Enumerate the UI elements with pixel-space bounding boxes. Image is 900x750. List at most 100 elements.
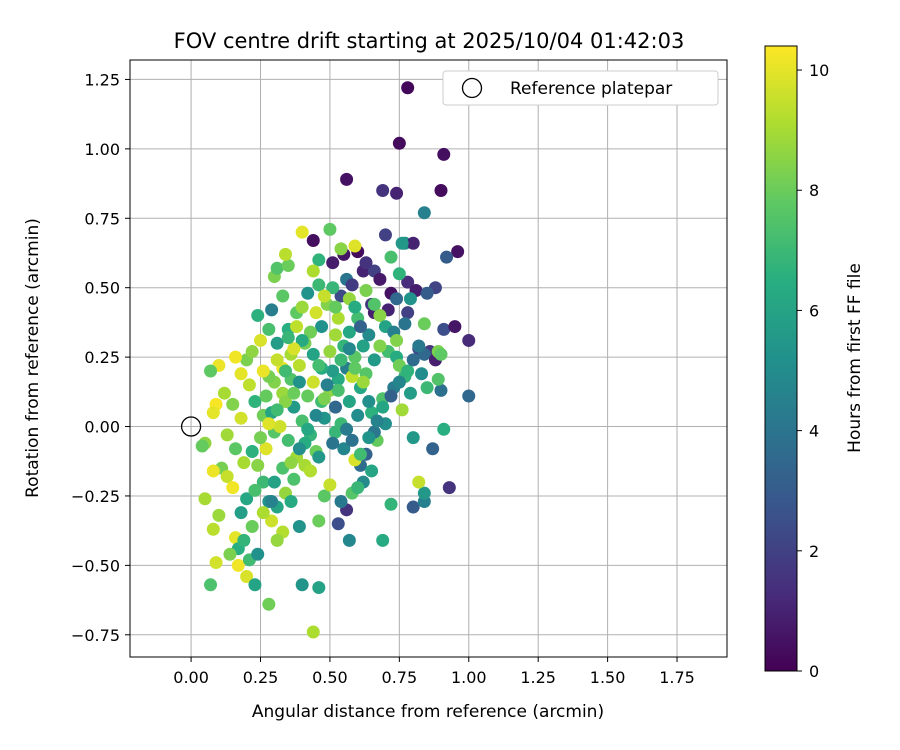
colorbar-tick-label: 0	[809, 662, 819, 681]
data-point	[390, 292, 404, 306]
data-point	[326, 364, 340, 378]
data-point	[204, 578, 218, 592]
data-point	[342, 342, 356, 356]
data-point	[370, 414, 384, 428]
data-point	[362, 395, 376, 409]
data-point	[251, 308, 265, 322]
data-point	[412, 339, 426, 353]
data-point	[267, 475, 281, 489]
data-point	[326, 436, 340, 450]
data-point	[406, 236, 420, 250]
data-point	[323, 478, 337, 492]
data-point	[248, 395, 262, 409]
data-point	[256, 475, 270, 489]
y-axis-label: Rotation from reference (arcmin)	[23, 218, 43, 498]
data-point	[462, 333, 476, 347]
data-point	[270, 336, 284, 350]
data-point	[312, 581, 326, 595]
data-point	[229, 442, 243, 456]
data-point	[281, 258, 295, 272]
data-point	[312, 514, 326, 528]
data-point	[359, 283, 373, 297]
data-point	[306, 264, 320, 278]
x-tick-label: 1.00	[451, 668, 487, 687]
axes-frame	[129, 59, 728, 658]
data-point	[367, 297, 381, 311]
data-point	[317, 289, 331, 303]
reference-platepar-point	[180, 416, 202, 437]
data-point	[323, 222, 337, 236]
data-point	[206, 464, 220, 478]
data-point	[328, 300, 342, 314]
data-point	[442, 481, 456, 495]
x-tick-label: 0.50	[312, 668, 348, 687]
data-point	[259, 442, 273, 456]
data-point	[209, 556, 223, 570]
data-point	[276, 289, 290, 303]
data-point	[270, 261, 284, 275]
legend-label-reference: Reference platepar	[510, 79, 672, 99]
data-point	[206, 522, 220, 536]
y-tick-label: −0.75	[71, 626, 120, 645]
data-point	[417, 486, 431, 500]
data-point	[401, 275, 415, 289]
data-point	[373, 308, 387, 322]
data-point	[406, 353, 420, 367]
y-tick-label: −0.50	[71, 556, 120, 575]
data-point	[320, 378, 334, 392]
data-point	[312, 278, 326, 292]
data-point	[384, 497, 398, 511]
data-point	[265, 514, 279, 528]
data-point	[334, 242, 348, 256]
data-point	[384, 389, 398, 403]
data-point	[292, 519, 306, 533]
data-point	[323, 345, 337, 359]
data-point	[395, 403, 409, 417]
data-point	[317, 489, 331, 503]
data-point	[312, 450, 326, 464]
data-point	[273, 420, 287, 434]
colorbar-tick-label: 2	[809, 542, 819, 561]
data-point	[248, 578, 262, 592]
data-point	[401, 364, 415, 378]
data-point	[262, 417, 276, 431]
data-point	[334, 353, 348, 367]
data-point	[295, 225, 309, 239]
data-point	[242, 378, 256, 392]
data-point	[362, 431, 376, 445]
colorbar-gradient	[764, 45, 798, 672]
y-axis-ticks: −0.75 −0.50 −0.25 0.00 0.25 0.50 0.75 1.00 1.25	[71, 70, 130, 645]
x-tick-label: 0.75	[382, 668, 418, 687]
data-point	[245, 345, 259, 359]
data-point	[284, 456, 298, 470]
data-point	[301, 389, 315, 403]
data-point	[245, 445, 259, 459]
y-tick-label: 0.00	[84, 418, 120, 437]
data-point	[401, 81, 415, 95]
data-point	[376, 400, 390, 414]
data-point	[392, 375, 406, 389]
data-point	[237, 456, 251, 470]
data-point	[431, 372, 445, 386]
data-point	[401, 306, 415, 320]
data-point	[334, 495, 348, 509]
data-point	[309, 306, 323, 320]
data-point	[390, 186, 404, 200]
data-point	[259, 389, 273, 403]
data-point	[426, 442, 440, 456]
data-point	[270, 353, 284, 367]
data-point	[254, 333, 268, 347]
data-point	[328, 400, 342, 414]
data-point	[373, 339, 387, 353]
data-point	[229, 350, 243, 364]
data-point	[312, 253, 326, 267]
data-point	[420, 286, 434, 300]
data-point	[395, 236, 409, 250]
data-point	[212, 508, 226, 522]
data-point	[365, 464, 379, 478]
data-point	[403, 386, 417, 400]
data-point	[306, 233, 320, 247]
data-point	[256, 506, 270, 520]
data-point	[398, 317, 412, 331]
